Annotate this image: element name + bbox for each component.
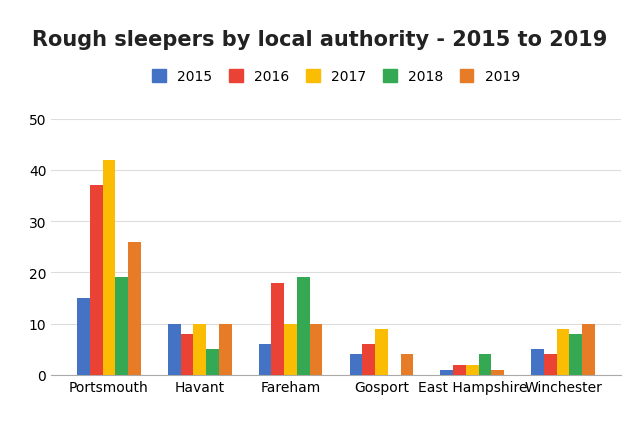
Bar	[557, 329, 570, 375]
Bar	[531, 349, 544, 375]
Bar	[466, 365, 479, 375]
Bar	[401, 354, 413, 375]
Bar	[259, 344, 271, 375]
Bar	[115, 278, 128, 375]
Bar	[219, 324, 232, 375]
Bar	[271, 283, 284, 375]
Bar	[284, 324, 297, 375]
Bar	[362, 344, 375, 375]
Bar	[168, 324, 180, 375]
Bar	[180, 334, 193, 375]
Bar	[570, 334, 582, 375]
Bar	[544, 354, 557, 375]
Bar	[297, 278, 310, 375]
Bar	[102, 160, 115, 375]
Bar	[492, 370, 504, 375]
Bar	[479, 354, 492, 375]
Bar	[128, 242, 141, 375]
Bar	[193, 324, 206, 375]
Bar	[77, 298, 90, 375]
Bar	[582, 324, 595, 375]
Text: Rough sleepers by local authority - 2015 to 2019: Rough sleepers by local authority - 2015…	[32, 30, 608, 50]
Bar	[90, 186, 102, 375]
Bar	[440, 370, 453, 375]
Legend: 2015, 2016, 2017, 2018, 2019: 2015, 2016, 2017, 2018, 2019	[152, 70, 520, 84]
Bar	[349, 354, 362, 375]
Bar	[310, 324, 323, 375]
Bar	[206, 349, 219, 375]
Bar	[453, 365, 466, 375]
Bar	[375, 329, 388, 375]
